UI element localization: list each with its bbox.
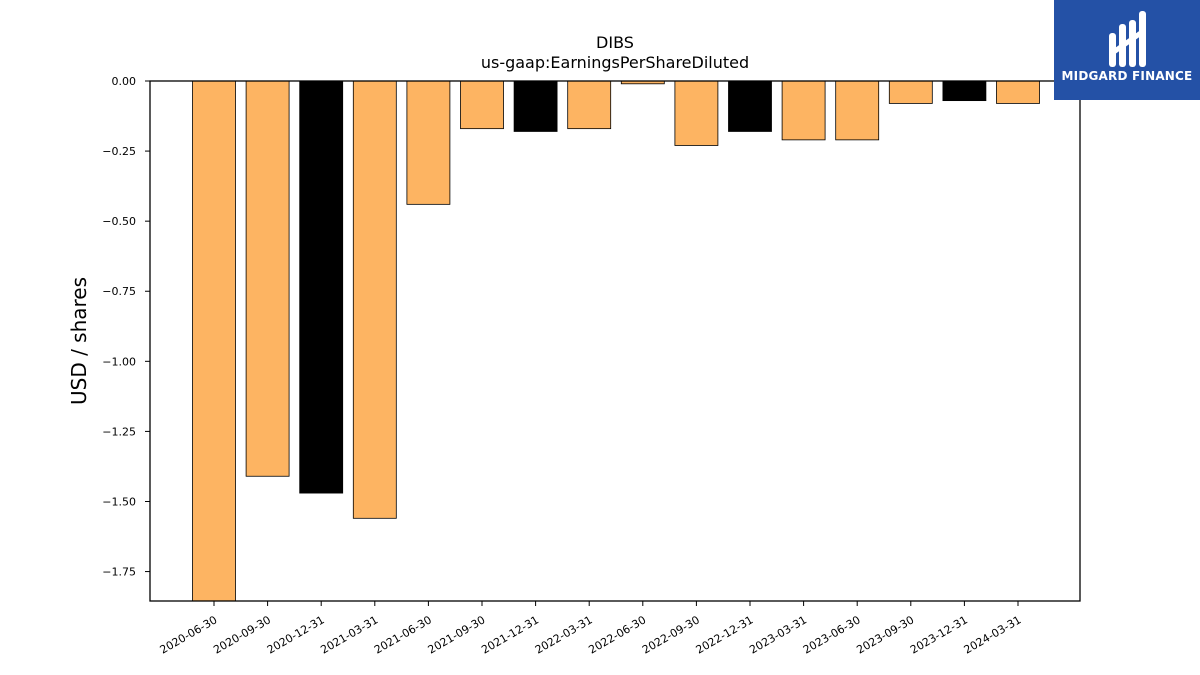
bar-2021-06-30: [406, 80, 451, 205]
midgard-logo-icon: [1109, 11, 1146, 67]
x-tick-label: 2021-03-31: [318, 613, 380, 656]
y-tick-label: −1.50: [102, 495, 136, 508]
bar-2023-03-31: [781, 80, 826, 141]
x-tick-label: 2023-09-30: [854, 613, 916, 656]
y-axis: 0.00 −0.25 −0.50 −0.75 −1.00 −1.25 −1.50 −1.75: [102, 75, 150, 579]
y-tick-label: −0.50: [102, 215, 136, 228]
y-tick-label: 0.00: [112, 75, 137, 88]
x-tick-label: 2021-09-30: [426, 613, 488, 656]
x-tick-label: 2022-06-30: [586, 613, 648, 656]
bar-2022-12-31: [728, 80, 772, 132]
bar-2021-03-31: [352, 80, 397, 519]
chart-title: DIBS: [596, 33, 634, 52]
bar-2024-03-31: [996, 80, 1040, 104]
x-tick-label: 2023-12-31: [908, 613, 970, 656]
bar-2022-09-30: [674, 80, 719, 146]
x-tick-label: 2022-12-31: [694, 613, 756, 656]
x-tick-label: 2021-06-30: [372, 613, 434, 656]
x-tick-label: 2020-09-30: [211, 613, 273, 656]
logo-text: MIDGARD FINANCE: [1061, 69, 1193, 83]
bar-2023-09-30: [888, 80, 933, 104]
bar-2022-03-31: [567, 80, 612, 130]
bar-2020-06-30: [192, 80, 236, 601]
bars-group: [192, 80, 1040, 601]
y-tick-label: −1.75: [102, 566, 136, 579]
x-tick-label: 2022-09-30: [640, 613, 702, 656]
bar-2020-09-30: [245, 80, 290, 477]
y-tick-label: −1.25: [102, 425, 136, 438]
plot-frame: [149, 80, 1081, 602]
x-tick-label: 2022-03-31: [533, 613, 595, 656]
x-tick-label: 2023-06-30: [801, 613, 863, 656]
x-tick-label: 2024-03-31: [962, 613, 1024, 656]
bar-2023-12-31: [942, 80, 987, 102]
x-axis: 2020-06-302020-09-302020-12-312021-03-31…: [158, 601, 1024, 657]
y-tick-label: −0.25: [102, 145, 136, 158]
y-tick-label: −1.00: [102, 355, 136, 368]
chart-subtitle: us-gaap:EarningsPerShareDiluted: [481, 53, 749, 72]
bar-2020-12-31: [299, 80, 344, 494]
bar-2023-06-30: [835, 80, 880, 141]
bar-2021-09-30: [460, 80, 504, 130]
y-axis-label: USD / shares: [67, 277, 91, 405]
x-tick-label: 2020-12-31: [265, 613, 327, 656]
x-tick-label: 2020-06-30: [158, 613, 220, 656]
bar-2021-12-31: [513, 80, 558, 132]
x-tick-label: 2023-03-31: [747, 613, 809, 656]
midgard-finance-logo: MIDGARD FINANCE: [1054, 0, 1200, 100]
x-tick-label: 2021-12-31: [479, 613, 541, 656]
y-tick-label: −0.75: [102, 285, 136, 298]
